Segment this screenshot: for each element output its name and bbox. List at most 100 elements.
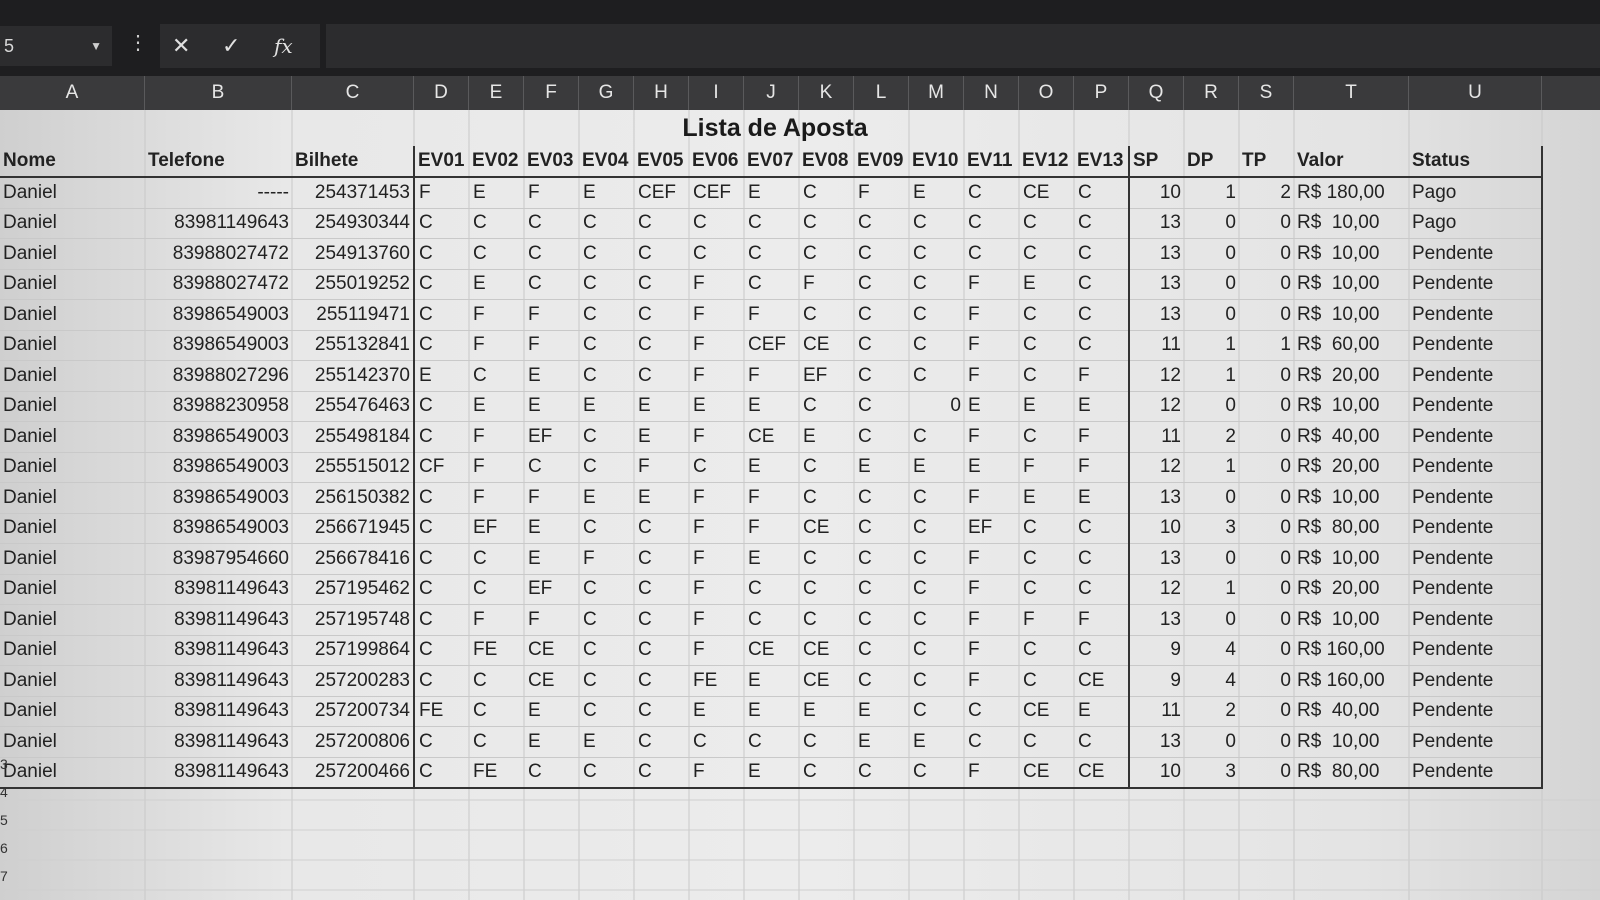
cell-ev11[interactable]: F (964, 757, 1019, 789)
cell-ev06[interactable]: F (689, 574, 744, 605)
column-header-c[interactable]: C (292, 76, 414, 110)
cell-ev04[interactable]: C (579, 299, 634, 331)
cell-sp[interactable]: 13 (1128, 269, 1184, 300)
cell-tp[interactable]: 0 (1239, 299, 1294, 331)
header-ev04[interactable]: EV04 (579, 146, 634, 178)
cell-ev11[interactable]: E (964, 391, 1019, 422)
cell-dp[interactable]: 1 (1184, 360, 1239, 392)
cell-ev09[interactable]: C (854, 482, 909, 514)
cell-dp[interactable]: 0 (1184, 726, 1239, 758)
cell-ev04[interactable]: C (579, 452, 634, 483)
cell-ev06[interactable]: F (689, 360, 744, 392)
cell-ev06[interactable]: F (689, 330, 744, 361)
chevron-down-icon[interactable]: ▼ (90, 39, 102, 53)
cell-ev01[interactable]: C (413, 391, 469, 422)
cell-ev05[interactable]: E (634, 482, 689, 514)
cell-ev08[interactable]: CE (799, 513, 854, 544)
cell-tp[interactable]: 0 (1239, 452, 1294, 483)
cell-ev13[interactable]: CE (1074, 757, 1129, 789)
cell-ev03[interactable]: CE (524, 665, 579, 697)
cell-ev02[interactable]: F (469, 482, 524, 514)
cell-ev13[interactable]: E (1074, 391, 1129, 422)
cell-ev12[interactable]: C (1019, 360, 1074, 392)
cell-ev12[interactable]: C (1019, 513, 1074, 544)
cell-bilhete[interactable]: 255142370 (292, 360, 414, 392)
cell-nome[interactable]: Daniel (0, 757, 145, 789)
cell-nome[interactable]: Daniel (0, 208, 145, 239)
cell-ev13[interactable]: C (1074, 177, 1129, 209)
cell-ev02[interactable]: F (469, 604, 524, 636)
cell-dp[interactable]: 1 (1184, 574, 1239, 605)
cell-ev05[interactable]: CEF (634, 177, 689, 209)
cell-tp[interactable]: 0 (1239, 665, 1294, 697)
cell-ev03[interactable]: EF (524, 574, 579, 605)
cell-ev01[interactable]: C (413, 513, 469, 544)
cell-ev12[interactable]: CE (1019, 696, 1074, 727)
cell-ev02[interactable]: C (469, 696, 524, 727)
cell-ev08[interactable]: CE (799, 665, 854, 697)
cell-ev07[interactable]: C (744, 604, 799, 636)
cell-ev11[interactable]: F (964, 604, 1019, 636)
cell-telefone[interactable]: 83986549003 (145, 482, 292, 514)
cell-ev02[interactable]: F (469, 299, 524, 331)
cell-ev08[interactable]: C (799, 604, 854, 636)
column-header-q[interactable]: Q (1129, 76, 1184, 110)
cell-ev04[interactable]: C (579, 574, 634, 605)
cell-ev12[interactable]: C (1019, 665, 1074, 697)
cell-tp[interactable]: 1 (1239, 330, 1294, 361)
cell-ev12[interactable]: C (1019, 299, 1074, 331)
cell-ev09[interactable]: C (854, 299, 909, 331)
cell-status[interactable]: Pendente (1409, 696, 1543, 727)
cell-valor[interactable]: R$ 10,00 (1294, 543, 1409, 575)
cell-ev10[interactable]: 0 (909, 391, 964, 422)
cell-sp[interactable]: 11 (1128, 330, 1184, 361)
column-header-g[interactable]: G (579, 76, 634, 110)
cell-telefone[interactable]: 83988230958 (145, 391, 292, 422)
cell-ev12[interactable]: C (1019, 208, 1074, 239)
cell-ev01[interactable]: C (413, 269, 469, 300)
cell-ev03[interactable]: F (524, 604, 579, 636)
cell-tp[interactable]: 2 (1239, 177, 1294, 209)
cell-ev02[interactable]: F (469, 421, 524, 453)
header-ev10[interactable]: EV10 (909, 146, 964, 178)
cell-ev02[interactable]: E (469, 177, 524, 209)
column-header-n[interactable]: N (964, 76, 1019, 110)
cell-status[interactable]: Pendente (1409, 238, 1543, 270)
column-header-j[interactable]: J (744, 76, 799, 110)
cell-telefone[interactable]: 83988027472 (145, 238, 292, 270)
header-ev13[interactable]: EV13 (1074, 146, 1129, 178)
cell-ev05[interactable]: C (634, 665, 689, 697)
cell-nome[interactable]: Daniel (0, 391, 145, 422)
cell-ev06[interactable]: F (689, 543, 744, 575)
header-ev02[interactable]: EV02 (469, 146, 524, 178)
cell-ev07[interactable]: E (744, 543, 799, 575)
cell-ev02[interactable]: FE (469, 757, 524, 789)
cell-ev09[interactable]: C (854, 391, 909, 422)
cell-nome[interactable]: Daniel (0, 574, 145, 605)
cell-ev09[interactable]: C (854, 574, 909, 605)
cell-ev10[interactable]: C (909, 635, 964, 666)
cell-ev10[interactable]: C (909, 208, 964, 239)
cell-ev03[interactable]: CE (524, 635, 579, 666)
cell-dp[interactable]: 4 (1184, 635, 1239, 666)
cell-status[interactable]: Pendente (1409, 574, 1543, 605)
cell-telefone[interactable]: 83988027472 (145, 269, 292, 300)
cell-tp[interactable]: 0 (1239, 757, 1294, 789)
cell-ev11[interactable]: C (964, 177, 1019, 209)
cell-ev01[interactable]: C (413, 330, 469, 361)
cell-tp[interactable]: 0 (1239, 574, 1294, 605)
cell-sp[interactable]: 11 (1128, 696, 1184, 727)
cell-ev07[interactable]: CEF (744, 330, 799, 361)
cell-ev05[interactable]: C (634, 696, 689, 727)
cell-ev01[interactable]: C (413, 574, 469, 605)
cell-telefone[interactable]: 83981149643 (145, 696, 292, 727)
cell-ev11[interactable]: E (964, 452, 1019, 483)
cell-ev04[interactable]: E (579, 482, 634, 514)
cell-ev13[interactable]: F (1074, 604, 1129, 636)
cell-status[interactable]: Pendente (1409, 360, 1543, 392)
cell-ev02[interactable]: C (469, 726, 524, 758)
cell-valor[interactable]: R$ 160,00 (1294, 665, 1409, 697)
cell-valor[interactable]: R$ 40,00 (1294, 421, 1409, 453)
cell-ev01[interactable]: C (413, 757, 469, 789)
cell-ev12[interactable]: F (1019, 604, 1074, 636)
